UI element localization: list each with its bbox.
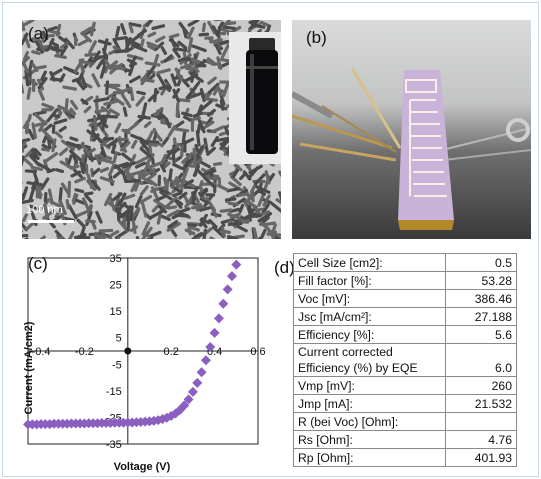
- data-point: [205, 342, 216, 353]
- param-name-cell: Rp [Ohm]:: [293, 448, 446, 467]
- param-value-cell: 4.76: [445, 430, 517, 449]
- scale-bar: [28, 220, 74, 223]
- panel-label-c: (c): [28, 254, 48, 273]
- param-value-cell: 260: [445, 376, 517, 395]
- vial-illustration: [246, 38, 278, 154]
- table-row: Current corrected Efficiency (%) by EQE 6.…: [293, 343, 517, 377]
- origin-marker: [124, 347, 132, 355]
- y-tick-label: 25: [110, 280, 122, 292]
- x-tick-label: -0.4: [32, 346, 51, 358]
- panel-label-d: (d): [274, 258, 295, 277]
- param-value-cell: 401.93: [445, 448, 517, 467]
- table-row: Fill factor [%]: 53.28: [293, 271, 517, 290]
- y-tick-label: -35: [106, 439, 122, 451]
- panel-label-b: (b): [306, 28, 327, 47]
- table-row: Voc [mV]: 386.46: [293, 289, 517, 308]
- table-row: Cell Size [cm2]: 0.5: [293, 253, 517, 272]
- data-point: [196, 367, 207, 378]
- data-point: [200, 355, 211, 366]
- param-name-cell: Current corrected Efficiency (%) by EQE: [293, 343, 446, 377]
- param-value-cell: 27.188: [445, 307, 517, 326]
- param-name-cell: Jmp [mA]:: [293, 394, 446, 413]
- x-axis-label: Voltage (V): [114, 461, 171, 473]
- data-point: [187, 386, 198, 397]
- data-point: [222, 284, 233, 295]
- data-point: [192, 377, 203, 388]
- param-value-cell: 21.532: [445, 394, 517, 413]
- chart-axes: [27, 257, 259, 445]
- param-value-cell: 53.28: [445, 271, 517, 290]
- table-row: Jsc [mA/cm²]: 27.188: [293, 307, 517, 326]
- data-point: [153, 415, 164, 426]
- param-name-cell: Cell Size [cm2]:: [293, 253, 446, 272]
- param-name-cell: Rs [Ohm]:: [293, 430, 446, 449]
- data-point: [226, 271, 237, 282]
- param-name-line: Current corrected: [298, 345, 393, 359]
- param-value-cell: 386.46: [445, 289, 517, 308]
- y-tick-label: 35: [110, 253, 122, 265]
- y-tick-label: 5: [116, 333, 122, 345]
- table-row: Rp [Ohm]: 401.93: [293, 448, 517, 467]
- table-row: Efficiency [%]: 5.6: [293, 325, 517, 344]
- param-value-cell: [445, 412, 517, 431]
- device-photo-panel: (b): [292, 20, 531, 239]
- jv-curve-panel: -0.4 -0.2 0.2 0.4 0.6 35 25 15 5 -5 -15 -25 -35 Volt…: [22, 250, 282, 475]
- parameters-table-panel: (d) Cell Size [cm2]: 0.5 Fill factor [%]: 5…: [272, 253, 534, 471]
- table-row: Jmp [mA]: 21.532: [293, 394, 517, 413]
- data-point: [231, 259, 242, 270]
- parameters-table: Cell Size [cm2]: 0.5 Fill factor [%]: 53.28…: [293, 253, 517, 467]
- param-name-cell: Fill factor [%]:: [293, 271, 446, 290]
- data-point: [218, 298, 229, 309]
- y-axis-label: Current (mA/cm2): [23, 321, 35, 414]
- table-row: Rs [Ohm]: 4.76: [293, 430, 517, 449]
- param-name-cell: Efficiency [%]:: [293, 325, 446, 344]
- vial-photo: [229, 32, 281, 164]
- param-value-cell: 5.6: [445, 325, 517, 344]
- table-row: R (bei Voc) [Ohm]:: [293, 412, 517, 431]
- scale-bar-label: 100 nm: [26, 204, 63, 216]
- param-value-cell: 6.0: [445, 343, 517, 377]
- table-row: Vmp [mV]: 260: [293, 376, 517, 395]
- data-point: [179, 400, 190, 411]
- param-name-cell: Vmp [mV]:: [293, 376, 446, 395]
- x-tick-label: 0.6: [250, 346, 265, 358]
- data-point: [161, 412, 172, 423]
- x-tick-label: 0.2: [164, 346, 179, 358]
- chart-series: [23, 259, 242, 430]
- param-name-cell: R (bei Voc) [Ohm]:: [293, 412, 446, 431]
- data-point: [209, 327, 220, 338]
- x-tick-label: -0.2: [75, 346, 94, 358]
- y-tick-label: -5: [112, 359, 122, 371]
- param-name-cell: Voc [mV]:: [293, 289, 446, 308]
- data-point: [183, 394, 194, 405]
- param-name-line: Efficiency (%) by EQE: [298, 361, 418, 375]
- param-value-cell: 0.5: [445, 253, 517, 272]
- param-name-cell: Jsc [mA/cm²]:: [293, 307, 446, 326]
- panel-label-a: (a): [28, 24, 49, 43]
- y-tick-label: -15: [106, 386, 122, 398]
- device-photo: [292, 67, 531, 230]
- data-point: [213, 313, 224, 324]
- tem-image-panel: (a) 100 nm: [22, 20, 281, 239]
- y-tick-label: 15: [110, 306, 122, 318]
